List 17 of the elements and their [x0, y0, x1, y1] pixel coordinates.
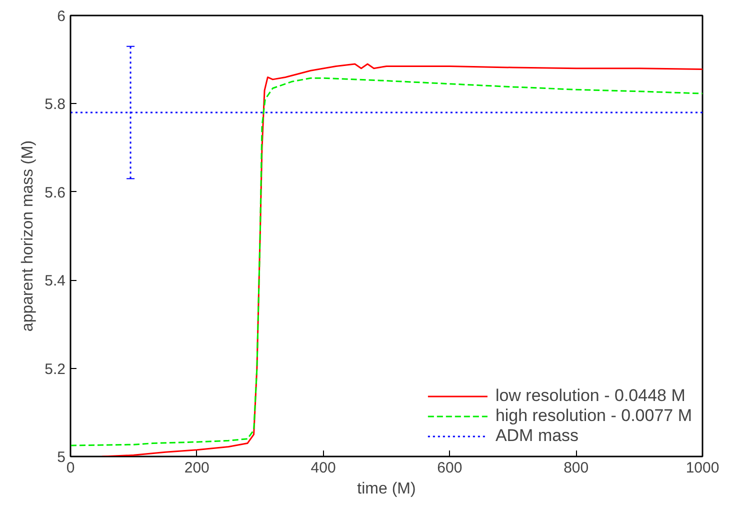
x-tick-label: 400	[310, 460, 336, 476]
y-tick-label: 5	[57, 449, 66, 466]
x-tick-label: 600	[437, 460, 462, 476]
y-tick-label: 5.2	[44, 360, 66, 378]
legend-label: ADM mass	[495, 426, 579, 446]
y-tick-label: 5.8	[44, 96, 66, 114]
y-tick-label: 5.4	[44, 272, 66, 290]
x-tick-label: 200	[184, 460, 210, 476]
x-tick-label: 800	[564, 460, 589, 476]
y-tick-label: 6	[57, 8, 66, 25]
y-tick-label: 5.6	[44, 184, 66, 202]
legend-label: low resolution - 0.0448 M	[495, 386, 686, 406]
x-axis-title: time (M)	[357, 480, 416, 498]
x-tick-label: 0	[66, 460, 75, 476]
legend-label: high resolution - 0.0077 M	[495, 406, 692, 426]
y-axis-title: apparent horizon mass (M)	[20, 140, 37, 332]
x-tick-label: 1000	[686, 460, 720, 476]
